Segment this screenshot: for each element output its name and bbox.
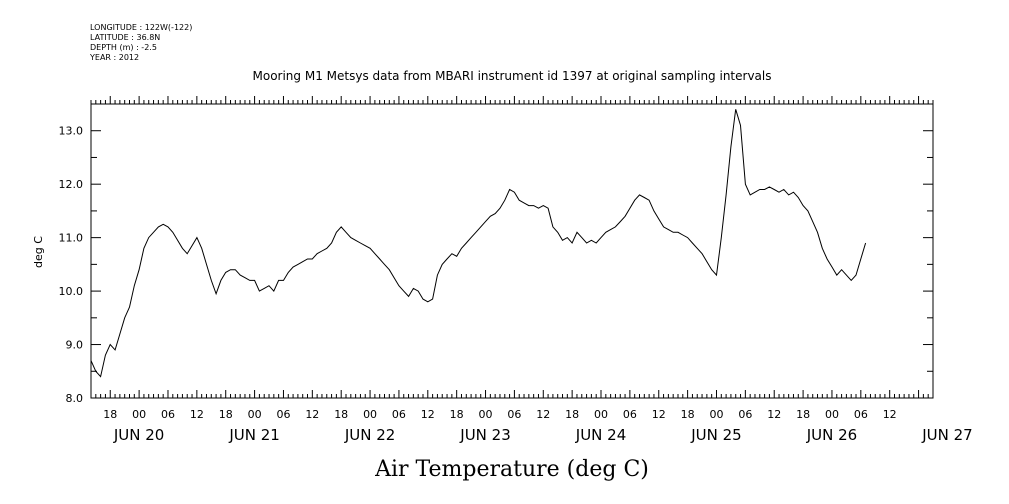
- x-day-label: JUN 23: [459, 426, 510, 444]
- x-day-label: JUN 20: [113, 426, 164, 444]
- x-tick-label: 12: [305, 408, 319, 421]
- series-line: [90, 109, 867, 378]
- meta-longitude: LONGITUDE : 122W(-122): [90, 23, 192, 32]
- x-tick-label: 06: [276, 408, 290, 421]
- y-tick-label: 11.0: [59, 232, 84, 245]
- y-tick-label: 9.0: [66, 339, 84, 352]
- x-day-label: JUN 21: [228, 426, 279, 444]
- x-tick-label: 00: [363, 408, 377, 421]
- x-tick-label: 06: [738, 408, 752, 421]
- x-axis: 18 00 06 12 18 00 06 12 18 00 06 12 18 00 06 12 18 00 06 12…: [90, 96, 973, 444]
- x-day-label: JUN 27: [921, 426, 972, 444]
- y-tick-label: 12.0: [59, 178, 84, 191]
- x-tick-label: 06: [392, 408, 406, 421]
- chart-title: Mooring M1 Metsys data from MBARI instru…: [253, 69, 772, 83]
- x-tick-label: 06: [161, 408, 175, 421]
- x-tick-label: 12: [883, 408, 897, 421]
- x-tick-label: 06: [507, 408, 521, 421]
- x-tick-label: 12: [652, 408, 666, 421]
- y-tick-label: 8.0: [66, 392, 84, 405]
- x-tick-label: 00: [825, 408, 839, 421]
- x-tick-label: 12: [767, 408, 781, 421]
- y-axis: 8.0 9.0 10.0 11.0 12.0 13.0: [59, 103, 933, 405]
- x-day-label: JUN 25: [690, 426, 741, 444]
- x-day-label: JUN 24: [575, 426, 626, 444]
- meta-year: YEAR : 2012: [89, 53, 139, 62]
- x-tick-label: 12: [421, 408, 435, 421]
- x-tick-label: 00: [594, 408, 608, 421]
- x-tick-label: 18: [334, 408, 348, 421]
- x-tick-label: 00: [132, 408, 146, 421]
- x-tick-label: 18: [219, 408, 233, 421]
- y-tick-label: 10.0: [59, 285, 84, 298]
- meta-latitude: LATITUDE : 36.8N: [90, 33, 160, 42]
- x-tick-label: 18: [681, 408, 695, 421]
- chart-caption: Air Temperature (deg C): [374, 457, 649, 482]
- x-tick-label: 12: [536, 408, 550, 421]
- x-day-label: JUN 26: [806, 426, 857, 444]
- y-tick-label: 13.0: [59, 125, 84, 138]
- y-axis-label: deg C: [32, 236, 45, 268]
- x-day-label: JUN 22: [344, 426, 395, 444]
- plot-frame: [90, 103, 934, 399]
- x-tick-label: 00: [248, 408, 262, 421]
- x-tick-label: 18: [103, 408, 117, 421]
- x-tick-label: 12: [190, 408, 204, 421]
- x-tick-label: 06: [854, 408, 868, 421]
- meta-depth: DEPTH (m) : -2.5: [90, 43, 157, 52]
- x-tick-label: 06: [623, 408, 637, 421]
- x-tick-label: 18: [796, 408, 810, 421]
- x-tick-label: 00: [479, 408, 493, 421]
- x-tick-label: 00: [709, 408, 723, 421]
- x-tick-label: 18: [565, 408, 579, 421]
- x-tick-label: 18: [450, 408, 464, 421]
